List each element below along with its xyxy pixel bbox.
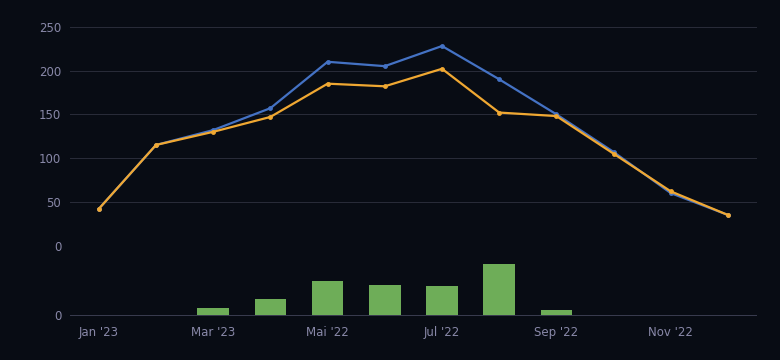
Bar [369,285,401,315]
Bar [197,309,229,315]
Bar [484,264,515,315]
Bar [312,280,343,315]
Bar [254,299,286,315]
Bar [426,286,458,315]
Bar [541,310,573,315]
